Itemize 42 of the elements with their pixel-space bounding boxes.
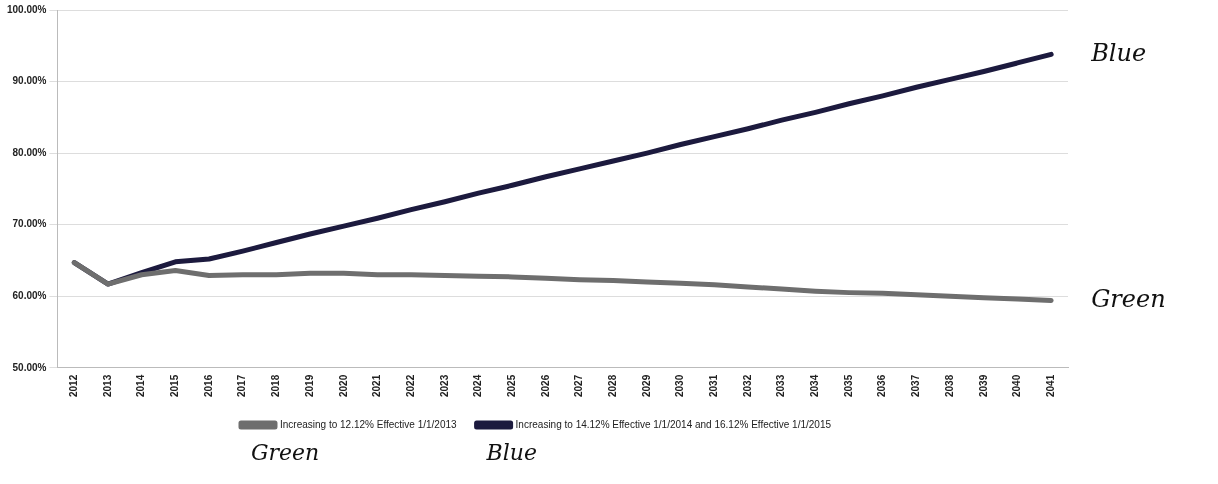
annotation: Blue (1090, 38, 1147, 67)
x-tick-label: 2028 (607, 374, 619, 397)
x-tick-label: 2018 (270, 374, 282, 397)
x-tick-label: 2022 (404, 374, 416, 397)
x-tick-label: 2016 (202, 374, 214, 397)
x-tick-label: 2041 (1044, 374, 1056, 397)
y-tick-label: 90.00% (12, 75, 47, 87)
x-tick-label: 2035 (842, 374, 854, 397)
x-tick-label: 2017 (236, 374, 248, 397)
x-tick-label: 2024 (472, 374, 484, 397)
x-tick-label: 2027 (573, 374, 585, 397)
x-tick-label: 2023 (438, 374, 450, 397)
text: Green (250, 440, 320, 465)
x-tick-label: 2014 (135, 374, 147, 397)
y-tick-label: 100.00% (6, 3, 47, 15)
x-tick-label: 2037 (910, 374, 922, 397)
x-tick-label: 2031 (708, 374, 720, 397)
x-tick-label: 2033 (775, 374, 787, 397)
x-tick-label: 2026 (539, 374, 551, 397)
y-tick-label: 50.00% (12, 361, 47, 373)
text: Blue (486, 440, 537, 465)
x-tick-label: 2030 (674, 374, 686, 397)
y-tick-label: 60.00% (12, 289, 47, 301)
x-tick-label: 2029 (640, 374, 652, 397)
x-tick-label: 2015 (169, 374, 181, 397)
x-tick-label: 2020 (337, 374, 349, 397)
x-tick-label: 2021 (371, 374, 383, 397)
x-tick-label: 2039 (977, 374, 989, 397)
y-tick-label: 70.00% (12, 218, 47, 230)
x-tick-label: 2040 (1011, 374, 1023, 397)
legend-label: Increasing to 14.12% Effective 1/1/2014 and 16.12% Effective 1/1/2015 (515, 418, 832, 430)
x-tick-label: 2013 (101, 374, 113, 397)
x-tick-label: 2025 (505, 374, 517, 397)
annotation: Green (1091, 284, 1166, 313)
y-tick-label: 80.00% (12, 146, 47, 158)
x-tick-label: 2036 (876, 374, 888, 397)
x-tick-label: 2032 (741, 374, 753, 397)
x-tick-label: 2034 (809, 374, 821, 397)
x-tick-label: 2038 (943, 374, 955, 397)
x-tick-label: 2012 (68, 374, 80, 397)
legend-label: Increasing to 12.12% Effective 1/1/2013 (279, 418, 458, 430)
x-tick-label: 2019 (303, 374, 315, 397)
